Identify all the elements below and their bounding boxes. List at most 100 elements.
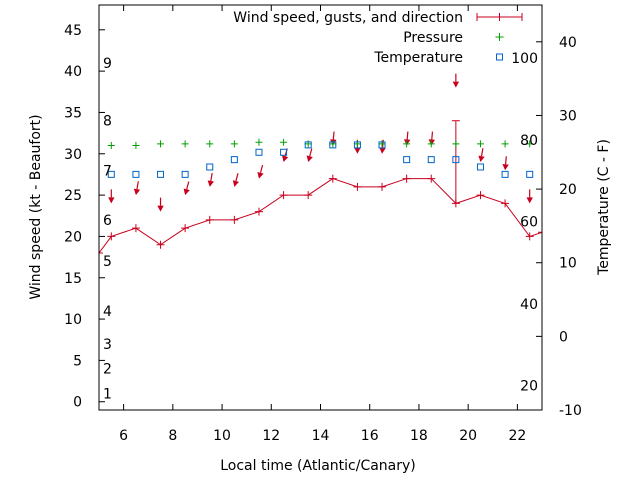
wind-direction-arrow-shaft: [431, 131, 434, 140]
temperature-point: [526, 170, 534, 178]
pressure-point: [255, 138, 263, 146]
wind-speed-point: [107, 232, 116, 241]
x-tick-label-16: 16: [361, 428, 379, 444]
y-right-tick-label-10: 10: [559, 256, 577, 272]
temperature-point: [353, 141, 361, 149]
wind-direction-arrow-shaft: [210, 172, 213, 182]
wind-direction-arrow-shaft: [406, 131, 409, 140]
x-tick-label-18: 18: [410, 428, 428, 444]
wind-direction-arrow-shaft: [480, 148, 484, 157]
wind-direction-arrow-head: [232, 180, 240, 187]
wind-speed-point: [254, 207, 263, 216]
fahrenheit-label-80: 80: [520, 133, 538, 149]
temperature-point: [476, 163, 484, 171]
beaufort-label-5: 5: [103, 254, 112, 270]
wind-speed-point: [131, 224, 140, 233]
temperature-point: [157, 170, 165, 178]
pressure-point: [280, 138, 288, 146]
pressure-point: [501, 140, 509, 148]
beaufort-label-2: 2: [103, 362, 112, 378]
pressure-point: [181, 140, 189, 148]
temperature-point: [280, 148, 288, 156]
tick-labels: 6 8 10 12 14 16 18 20 22051015202530354045-10010…: [64, 23, 582, 444]
temperature-point: [452, 156, 460, 164]
wind-direction-arrow-head: [478, 155, 485, 163]
y-left-tick-label-45: 45: [64, 23, 82, 39]
x-tick-label-6: 6: [119, 428, 128, 444]
beaufort-label-3: 3: [103, 337, 112, 353]
fahrenheit-label-40: 40: [520, 297, 538, 313]
temperature-point: [304, 141, 312, 149]
x-tick-label-22: 22: [508, 428, 526, 444]
pressure-point: [526, 140, 534, 148]
temperature-point: [181, 170, 189, 178]
wind-direction-arrow-shaft: [505, 156, 507, 165]
beaufort-label-1: 1: [103, 386, 112, 402]
pressure-point: [403, 140, 411, 148]
wind-direction-arrow-head: [403, 139, 411, 146]
wind-direction-arrow-head: [133, 188, 141, 196]
y-left-tick-label-0: 0: [73, 395, 82, 411]
y-left-tick-label-15: 15: [64, 271, 82, 287]
wind-speed-point: [205, 215, 214, 224]
legend-label-temperature: Temperature: [373, 50, 463, 66]
x-tick-label-10: 10: [213, 428, 231, 444]
plot-area: [99, 73, 542, 257]
temperature-point: [329, 141, 337, 149]
temperature-point: [378, 141, 386, 149]
y-axis-title-right: Temperature (C - F): [596, 139, 612, 276]
legend-sample-wind-point: [495, 13, 504, 21]
wind-direction-arrow-head: [183, 188, 190, 196]
legend-label-pressure: Pressure: [403, 30, 463, 46]
wind-direction-arrow-head: [282, 155, 289, 163]
wind-direction-arrow-shaft: [259, 164, 264, 173]
y-right-tick-label-30: 30: [559, 108, 577, 124]
temperature-point: [403, 156, 411, 164]
pressure-point: [476, 140, 484, 148]
axes: [98, 4, 543, 411]
pressure-point: [304, 140, 312, 148]
x-tick-label-14: 14: [312, 428, 330, 444]
legend-sample-temperature: [496, 53, 503, 61]
wind-direction-arrow-head: [502, 164, 509, 171]
beaufort-label-7: 7: [103, 163, 112, 179]
wind-direction-arrow-shaft: [235, 173, 239, 182]
fahrenheit-label-60: 60: [520, 214, 538, 230]
temperature-point: [206, 163, 214, 171]
beaufort-label-6: 6: [103, 213, 112, 229]
pressure-point: [157, 140, 165, 148]
wind-direction-arrow-shaft: [136, 181, 139, 190]
wind-speed-point: [156, 240, 165, 249]
beaufort-label-8: 8: [103, 114, 112, 130]
pressure-point: [206, 140, 214, 148]
wind-speed-point: [353, 182, 362, 191]
y-axis-title-left: Wind speed (kt - Beaufort): [28, 114, 44, 299]
wind-speed-point: [427, 174, 436, 183]
wind-speed-point: [99, 248, 103, 257]
x-tick-label-8: 8: [168, 428, 177, 444]
y-right-tick-label--10: -10: [559, 403, 582, 419]
fahrenheit-label-100: 100: [511, 51, 538, 67]
wind-speed-point: [501, 199, 510, 208]
y-right-tick-label-40: 40: [559, 35, 577, 51]
y-left-tick-label-20: 20: [64, 229, 82, 245]
wind-speed-point: [378, 182, 387, 191]
temperature-point: [255, 148, 263, 156]
wind-direction-arrow-head: [354, 147, 361, 154]
temperature-point: [427, 156, 435, 164]
pressure-point: [353, 140, 361, 148]
y-left-tick-label-5: 5: [73, 353, 82, 369]
y-left-tick-label-40: 40: [64, 64, 82, 80]
pressure-point: [107, 142, 115, 150]
wind-speed-point: [304, 191, 313, 200]
wind-speed-point: [328, 174, 337, 183]
y-right-tick-label-0: 0: [559, 329, 568, 345]
wind-speed-point: [525, 232, 534, 241]
beaufort-label-4: 4: [103, 304, 112, 320]
x-tick-label-20: 20: [459, 428, 477, 444]
temperature-point: [501, 170, 509, 178]
legend: Wind speed, gusts, and direction Pressur…: [233, 10, 523, 66]
wind-direction-arrow-head: [257, 171, 264, 179]
wind-direction-arrow-head: [207, 180, 214, 187]
